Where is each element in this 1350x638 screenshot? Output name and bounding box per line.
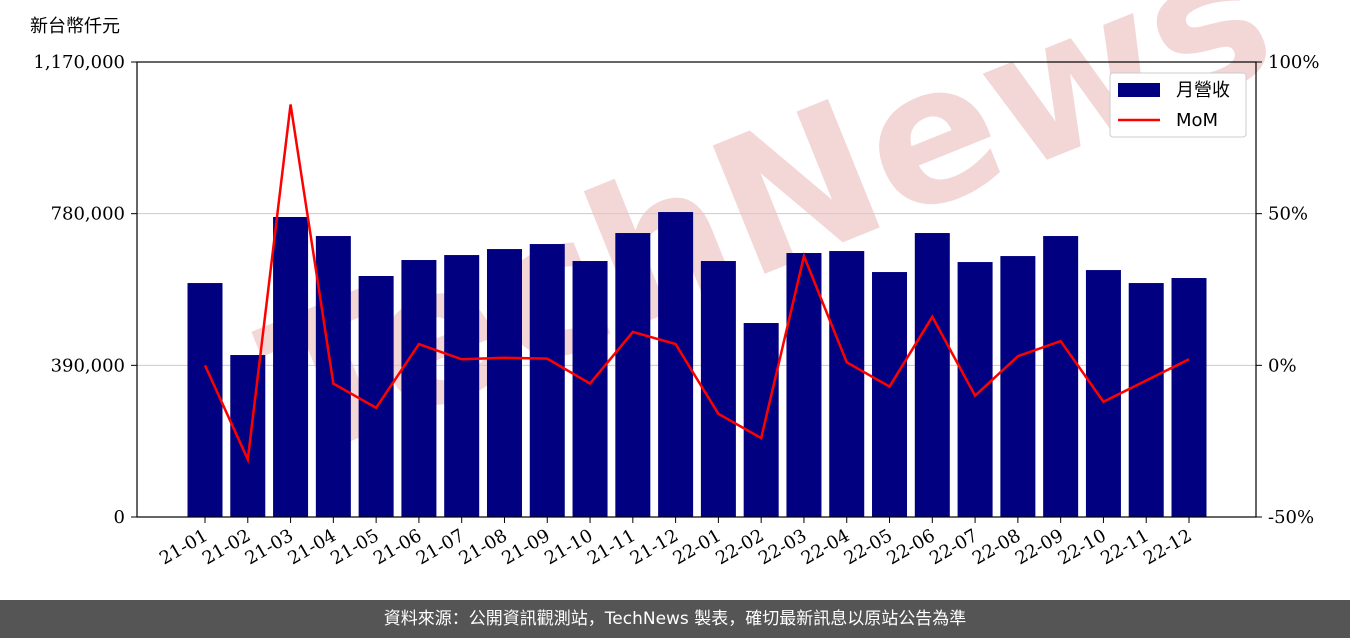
bar — [829, 251, 865, 518]
bar — [1128, 283, 1164, 517]
x-tick-label: 21-01 — [156, 525, 211, 569]
x-tick-label: 21-05 — [327, 525, 382, 569]
x-tick-label: 21-02 — [199, 525, 254, 569]
x-tick-label: 22-10 — [1054, 525, 1109, 569]
x-tick-label: 22-01 — [669, 525, 724, 569]
x-tick-label: 22-04 — [798, 525, 853, 569]
line — [203, 104, 1190, 464]
x-tick-label: 21-11 — [584, 525, 639, 569]
bar — [273, 217, 309, 517]
legend-label: 月營收 — [1176, 80, 1230, 101]
bar — [444, 255, 480, 518]
chart: TechNews 新台幣仟元 0390,000780,0001,170,000-… — [30, 0, 1319, 569]
x-tick-label: 21-08 — [456, 525, 511, 569]
x-tick-label: 22-11 — [1097, 525, 1152, 569]
x-tick-label: 21-12 — [627, 525, 682, 569]
bar — [401, 260, 437, 517]
legend-swatch — [1118, 83, 1160, 97]
legend-label: MoM — [1176, 110, 1218, 131]
footer: 資料來源：公開資訊觀測站，TechNews 製表，確切最新訊息以原站公告為準 — [0, 600, 1350, 638]
y-tick-label: 1,170,000 — [33, 52, 125, 73]
x-tick-label: 22-03 — [755, 525, 810, 569]
x-tick-label: 22-06 — [883, 525, 938, 569]
y-tick-label: 390,000 — [51, 355, 125, 376]
y2-tick-label: 100% — [1268, 52, 1319, 73]
y-tick-label: 780,000 — [51, 204, 125, 225]
bar — [914, 233, 950, 518]
bar — [1000, 256, 1036, 517]
y2-tick-label: 0% — [1268, 355, 1297, 376]
bar — [615, 233, 651, 518]
x-tick-label: 21-07 — [413, 525, 468, 569]
x-tick-label: 22-05 — [841, 525, 896, 569]
bar — [1043, 236, 1079, 517]
x-tick-label: 22-09 — [1012, 525, 1067, 569]
bar — [486, 249, 522, 518]
y2-tick-label: -50% — [1268, 507, 1314, 528]
bar — [529, 244, 565, 518]
bar — [743, 323, 779, 517]
bar — [786, 253, 822, 517]
y-axis-label: 新台幣仟元 — [30, 16, 120, 37]
x-tick-label: 22-02 — [712, 525, 767, 569]
x-tick-label: 22-08 — [969, 525, 1024, 569]
bar — [1085, 270, 1121, 517]
bar — [957, 262, 993, 517]
bar — [358, 276, 394, 517]
bar — [572, 261, 608, 517]
x-tick-label: 22-07 — [926, 525, 981, 569]
x-tick-label: 21-06 — [370, 525, 425, 569]
bar — [187, 283, 223, 517]
x-tick-label: 21-03 — [242, 525, 297, 569]
x-tick-label: 22-12 — [1140, 525, 1195, 569]
bar — [1171, 278, 1207, 517]
bar — [872, 272, 908, 517]
x-tick-label: 21-10 — [541, 525, 596, 569]
x-tick-label: 21-04 — [284, 525, 339, 569]
plot-frame — [136, 61, 1257, 518]
bar — [700, 261, 736, 517]
bar — [230, 355, 266, 517]
y-tick-label: 0 — [114, 507, 125, 528]
x-tick-label: 21-09 — [498, 525, 553, 569]
y2-tick-label: 50% — [1268, 204, 1308, 225]
